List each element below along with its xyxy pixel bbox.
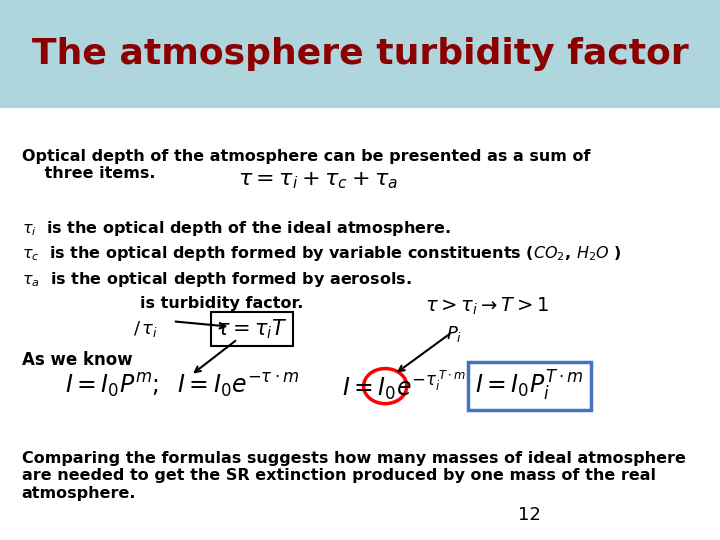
Text: $\tau = \tau_i + \tau_c + \tau_a$: $\tau = \tau_i + \tau_c + \tau_a$ bbox=[238, 171, 397, 191]
Text: The atmosphere turbidity factor: The atmosphere turbidity factor bbox=[32, 37, 688, 71]
Text: $I = I_0 e^{-\tau_i^{\,T \cdot m}}$: $I = I_0 e^{-\tau_i^{\,T \cdot m}}$ bbox=[342, 369, 466, 403]
Text: Optical depth of the atmosphere can be presented as a sum of
    three items.: Optical depth of the atmosphere can be p… bbox=[22, 148, 590, 181]
Text: 12: 12 bbox=[518, 506, 541, 524]
Text: $I = I_0 P_i^{T \cdot m}$: $I = I_0 P_i^{T \cdot m}$ bbox=[475, 369, 584, 403]
Text: $/\,\tau_i$: $/\,\tau_i$ bbox=[133, 319, 158, 339]
Text: $\tau > \tau_i \rightarrow T > 1$: $\tau > \tau_i \rightarrow T > 1$ bbox=[425, 296, 549, 317]
Text: Comparing the formulas suggests how many masses of ideal atmosphere
are needed t: Comparing the formulas suggests how many… bbox=[22, 451, 685, 501]
Text: $\tau_c$  is the optical depth formed by variable constituents ($CO_2$, $H_2O$ ): $\tau_c$ is the optical depth formed by … bbox=[22, 244, 621, 263]
Text: $\tau_i$  is the optical depth of the ideal atmosphere.: $\tau_i$ is the optical depth of the ide… bbox=[22, 219, 451, 238]
Text: $I = I_0 P^m;\;\; I = I_0 e^{-\tau \cdot m}$: $I = I_0 P^m;\;\; I = I_0 e^{-\tau \cdot… bbox=[65, 372, 300, 400]
Text: $P_i$: $P_i$ bbox=[446, 324, 463, 344]
FancyBboxPatch shape bbox=[0, 0, 720, 108]
Text: $\tau = \tau_i T$: $\tau = \tau_i T$ bbox=[216, 318, 287, 341]
Text: As we know: As we know bbox=[22, 351, 132, 369]
Text: $\tau_a$  is the optical depth formed by aerosols.: $\tau_a$ is the optical depth formed by … bbox=[22, 270, 411, 289]
Text: is turbidity factor.: is turbidity factor. bbox=[140, 296, 304, 311]
